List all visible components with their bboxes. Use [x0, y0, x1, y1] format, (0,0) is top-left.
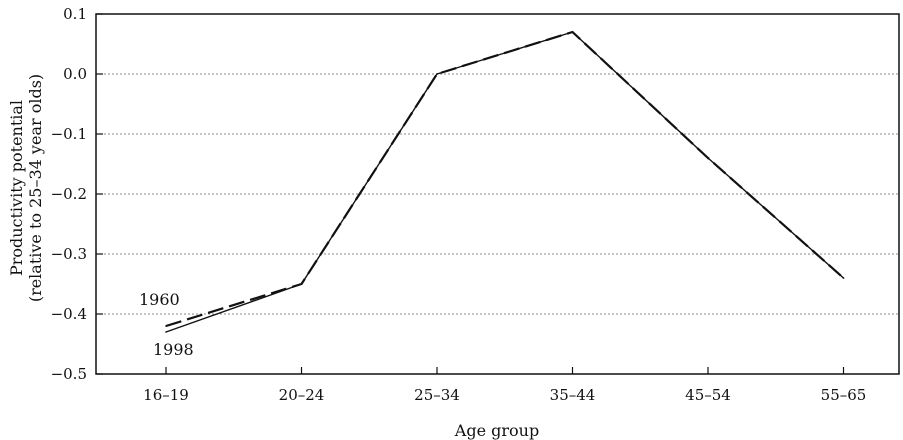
- y-tick-label: 0.0: [63, 65, 87, 83]
- data-point-1998: [571, 31, 574, 33]
- data-point-1998: [842, 277, 845, 279]
- y-tick-label: −0.3: [51, 245, 87, 263]
- series-lines: [165, 30, 845, 333]
- y-axis-title: Productivity potential (relative to 25–3…: [7, 74, 45, 302]
- y-tick-label: −0.5: [51, 365, 87, 383]
- data-point-1998: [707, 157, 709, 159]
- x-axis-title: Age group: [454, 421, 539, 440]
- data-point-1998: [165, 331, 167, 333]
- y-axis-title-line1: Productivity potential: [7, 100, 26, 276]
- x-axis: 16–19 20–24 25–34 35–44 45–54 55–65: [143, 367, 866, 404]
- y-axis-title-line2: (relative to 25–34 year olds): [26, 74, 45, 302]
- x-tick-label: 35–44: [550, 386, 596, 404]
- x-tick-label: 20–24: [279, 386, 325, 404]
- data-point-1998: [436, 73, 438, 75]
- series-line-1998: [165, 31, 844, 333]
- y-tick-label: −0.1: [51, 125, 87, 143]
- data-point-1998: [300, 283, 303, 285]
- x-tick-label: 55–65: [821, 386, 867, 404]
- grid-lines: [96, 73, 899, 315]
- y-axis: 0.1 0.0 −0.1 −0.2 −0.3 −0.4 −0.5: [51, 5, 103, 383]
- x-tick-label: 16–19: [143, 386, 189, 404]
- y-tick-label: −0.4: [51, 305, 87, 323]
- x-tick-label: 25–34: [414, 386, 460, 404]
- y-tick-label: −0.2: [51, 185, 87, 203]
- x-tick-label: 45–54: [685, 386, 731, 404]
- series-line-1960: [165, 30, 845, 328]
- series-label-1998: 1998: [153, 340, 194, 359]
- y-tick-label: 0.1: [63, 5, 87, 23]
- series-label-1960: 1960: [139, 290, 180, 309]
- data-point-1960: [165, 325, 167, 327]
